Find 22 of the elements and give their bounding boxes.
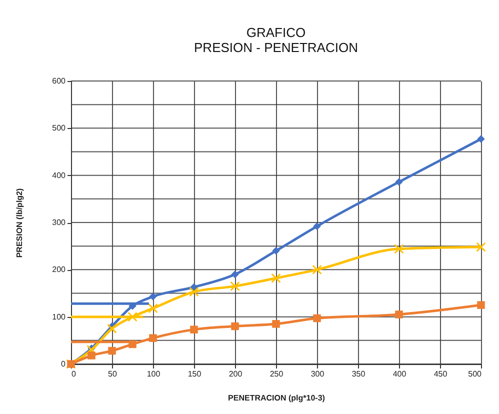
y-tick-label: 0: [61, 360, 66, 368]
x-tick-label: 150: [188, 370, 202, 378]
chart-title: GRAFICO: [246, 25, 306, 40]
x-axis-title: PENETRACION (plg*10-3): [228, 394, 326, 402]
y-tick-label: 500: [52, 124, 66, 133]
chart-subtitle: PRESION - PENETRACION: [194, 40, 358, 55]
x-tick-label: 250: [270, 370, 284, 378]
x-tick-label: 300: [310, 370, 325, 378]
x-tick-label: 400: [392, 370, 407, 378]
x-tick-label: 100: [146, 370, 161, 378]
y-axis-title: PRESION (lb/plg2): [15, 188, 24, 258]
y-tick-label: 600: [52, 76, 66, 86]
y-tick-label: 200: [52, 265, 66, 274]
x-tick-label: 450: [434, 370, 448, 378]
y-tick-label: 300: [52, 218, 66, 227]
y-tick-label: 100: [52, 312, 66, 322]
x-tick-label: 50: [108, 370, 118, 378]
y-tick-label: 400: [52, 170, 66, 180]
x-tick-label: 350: [352, 370, 366, 378]
x-tick-label: 200: [228, 370, 243, 378]
x-tick-label: 0: [72, 370, 76, 378]
x-tick-label: 500: [468, 370, 482, 378]
